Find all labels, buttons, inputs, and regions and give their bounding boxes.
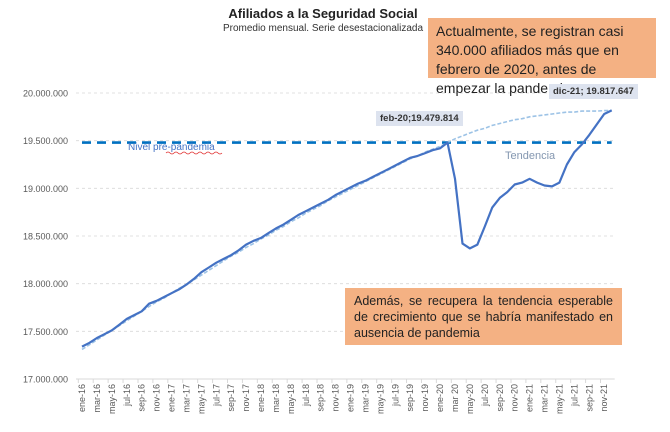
x-tick-label: sep-21: [584, 384, 594, 412]
x-tick-label: mar 20: [450, 384, 460, 412]
x-tick-label: mar-21: [540, 384, 550, 413]
x-tick-label: nov-16: [152, 384, 162, 412]
x-tick-label: ene-19: [346, 384, 356, 412]
x-tick-label: nov-19: [420, 384, 430, 412]
x-tick-label: mar-17: [181, 384, 191, 413]
x-tick-label: ene-18: [256, 384, 266, 412]
x-tick-label: nov-18: [331, 384, 341, 412]
affiliates-line: [81, 109, 613, 348]
x-tick-label: jul-19: [390, 384, 400, 407]
data-label-dic-21: dic-21; 19.817.647: [549, 84, 638, 99]
series-group: [81, 109, 613, 351]
x-tick-label: mar-16: [92, 384, 102, 413]
x-tick-label: may-18: [286, 384, 296, 414]
x-tick-label: ene-17: [167, 384, 177, 412]
y-tick-label: 19.000.000: [23, 184, 68, 194]
callout-current: Actualmente, se registran casi 340.000 a…: [428, 18, 656, 96]
trend-label: Tendencia: [505, 150, 556, 162]
x-tick-label: mar-18: [271, 384, 281, 413]
y-tick-label: 19.500.000: [23, 136, 68, 146]
x-tick-label: may-21: [554, 384, 564, 414]
y-axis: 17.000.000 17.500.000 18.000.000 18.500.000…: [23, 89, 68, 385]
x-tick-label: sep-20: [495, 384, 505, 412]
x-tick-label: may-16: [107, 384, 117, 414]
x-tick-label: ene-16: [77, 384, 87, 412]
x-tick-label: ene-21: [525, 384, 535, 412]
x-tick-label: jul-18: [301, 384, 311, 407]
x-tick-label: nov-20: [510, 384, 520, 412]
y-tick-label: 18.500.000: [23, 232, 68, 242]
pre-pandemic-label: Nivel pre-pandemia: [128, 142, 215, 153]
x-tick-label: sep-16: [137, 384, 147, 412]
x-tick-label: jul-20: [480, 384, 490, 407]
x-tick-label: may-19: [375, 384, 385, 414]
y-tick-label: 18.000.000: [23, 279, 68, 289]
x-tick-label: mar-19: [360, 384, 370, 413]
x-tick-label: sep-19: [405, 384, 415, 412]
y-tick-label: 17.500.000: [23, 327, 68, 337]
x-tick-label: sep-17: [226, 384, 236, 412]
x-axis: ene-16 mar-16 may-16 jul-16 sep-16 nov-16 ene-…: [76, 378, 615, 414]
x-tick-label: jul-21: [569, 384, 579, 407]
x-tick-label: may-17: [196, 384, 206, 414]
chart-title: Afiliados a la Seguridad Social: [228, 6, 418, 21]
chart-subtitle: Promedio mensual. Serie desestacionaliza…: [222, 23, 424, 34]
x-tick-label: ene-20: [435, 384, 445, 412]
x-tick-label: sep-18: [316, 384, 326, 412]
y-tick-label: 20.000.000: [23, 89, 68, 99]
x-tick-label: nov-17: [241, 384, 251, 412]
x-tick-label: jul-17: [211, 384, 221, 407]
data-label-feb-20: feb-20;19.479.814: [376, 111, 463, 126]
y-tick-label: 17.000.000: [23, 375, 68, 385]
x-tick-label: nov-21: [599, 384, 609, 412]
callout-trend: Además, se recupera la tendencia esperab…: [345, 288, 622, 345]
x-tick-label: may-20: [465, 384, 475, 414]
x-tick-label: jul-16: [122, 384, 132, 407]
spellcheck-underline: [165, 151, 223, 155]
